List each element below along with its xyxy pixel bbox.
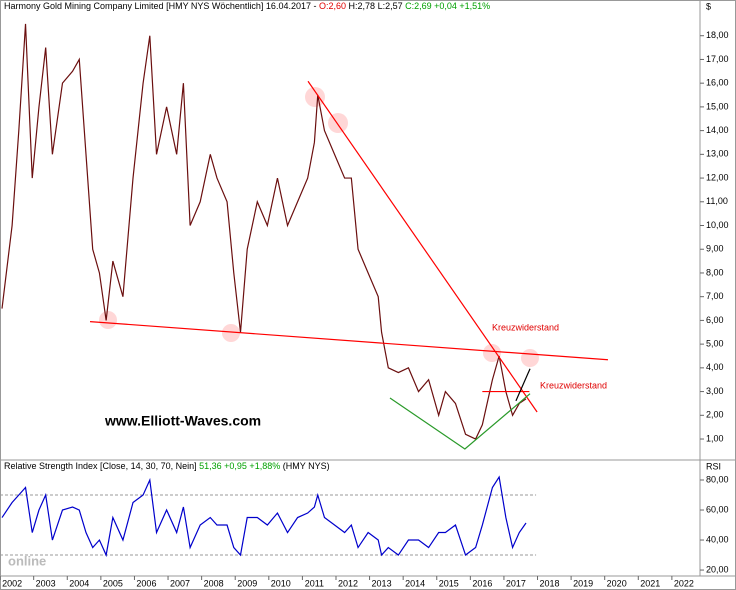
y-tick-label: 7,00 bbox=[706, 291, 724, 301]
y-tick-label: 12,00 bbox=[706, 172, 729, 182]
data-line bbox=[1, 23, 527, 440]
y-tick-label: 20,00 bbox=[706, 564, 729, 574]
annotation: Kreuzwiderstand bbox=[540, 380, 607, 390]
title-open: O:2,60 bbox=[319, 1, 346, 11]
y-tick-label: 80,00 bbox=[706, 474, 729, 484]
title-hl: H:2,78 L:2,57 bbox=[349, 1, 403, 11]
y-tick-label: 5,00 bbox=[706, 339, 724, 349]
x-tick-label: 2006 bbox=[136, 578, 156, 588]
x-tick-label: 2009 bbox=[237, 578, 257, 588]
x-tick-label: 2021 bbox=[640, 578, 660, 588]
annotation: Kreuzwiderstand bbox=[492, 322, 559, 332]
x-tick-label: 2016 bbox=[472, 578, 492, 588]
highlight bbox=[222, 324, 240, 342]
trend-line bbox=[389, 393, 531, 450]
title-close: C:2,69 +0,04 +1,51% bbox=[405, 1, 490, 11]
y-tick-label: 18,00 bbox=[706, 30, 729, 40]
x-tick-label: 2007 bbox=[170, 578, 190, 588]
x-tick-label: 2018 bbox=[540, 578, 560, 588]
y-unit: $ bbox=[706, 1, 711, 11]
x-tick-label: 2015 bbox=[439, 578, 459, 588]
highlight bbox=[483, 344, 501, 362]
y-tick-label: 10,00 bbox=[706, 220, 729, 230]
x-tick-label: 2004 bbox=[69, 578, 89, 588]
x-tick-label: 2022 bbox=[674, 578, 694, 588]
y-tick-label: 15,00 bbox=[706, 101, 729, 111]
x-tick-label: 2011 bbox=[305, 578, 324, 588]
y-tick-label: 14,00 bbox=[706, 125, 729, 135]
y-tick-label: 8,00 bbox=[706, 267, 724, 277]
y-tick-label: 17,00 bbox=[706, 54, 729, 64]
y-tick-label: 1,00 bbox=[706, 433, 724, 443]
rsi-title: Relative Strength Index [Close, 14, 30, … bbox=[4, 461, 330, 471]
y-tick-label: 3,00 bbox=[706, 386, 724, 396]
x-tick-label: 2014 bbox=[405, 578, 425, 588]
trend-line bbox=[307, 80, 538, 413]
x-tick-label: 2020 bbox=[607, 578, 627, 588]
highlight bbox=[305, 87, 325, 107]
y-tick-label: 13,00 bbox=[706, 149, 729, 159]
rsi-title-text: Relative Strength Index [Close, 14, 30, … bbox=[4, 461, 197, 471]
highlights bbox=[99, 87, 539, 367]
title-text: Harmony Gold Mining Company Limited [HMY… bbox=[4, 1, 316, 11]
y-unit: RSI bbox=[706, 461, 721, 471]
x-tick-label: 2005 bbox=[103, 578, 123, 588]
y-tick-label: 11,00 bbox=[706, 196, 728, 206]
y-tick-label: 6,00 bbox=[706, 315, 724, 325]
highlight bbox=[328, 113, 348, 133]
trend-line bbox=[515, 368, 531, 402]
rsi-change: 51,36 +0,95 +1,88% bbox=[199, 461, 280, 471]
x-tick-label: 2002 bbox=[2, 578, 22, 588]
website-annotation: www.Elliott-Waves.com bbox=[104, 413, 261, 429]
y-tick-label: 16,00 bbox=[706, 78, 729, 88]
x-tick-label: 2019 bbox=[573, 578, 593, 588]
x-tick-label: 2003 bbox=[36, 578, 56, 588]
chart-title: Harmony Gold Mining Company Limited [HMY… bbox=[4, 1, 490, 11]
y-tick-label: 9,00 bbox=[706, 244, 724, 254]
data-line bbox=[1, 475, 527, 558]
rsi-suffix: (HMY NYS) bbox=[283, 461, 330, 471]
y-tick-label: 4,00 bbox=[706, 362, 724, 372]
x-tick-label: 2017 bbox=[506, 578, 526, 588]
y-tick-label: 40,00 bbox=[706, 534, 729, 544]
x-tick-label: 2013 bbox=[372, 578, 392, 588]
x-tick-label: 2012 bbox=[338, 578, 358, 588]
x-tick-label: 2008 bbox=[204, 578, 224, 588]
highlight bbox=[521, 349, 539, 367]
x-tick-label: 2010 bbox=[271, 578, 291, 588]
highlight bbox=[99, 311, 117, 329]
y-tick-label: 2,00 bbox=[706, 410, 724, 420]
watermark: online bbox=[8, 553, 46, 568]
trend-line bbox=[89, 320, 609, 361]
y-tick-label: 60,00 bbox=[706, 504, 729, 514]
